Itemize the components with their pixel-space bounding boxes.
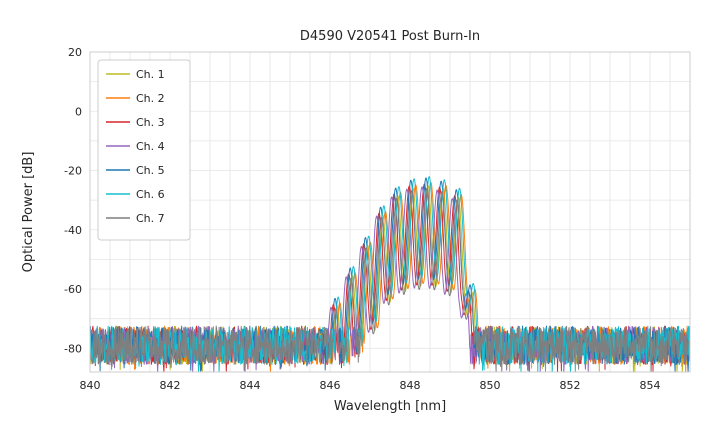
legend-label: Ch. 1 (136, 68, 165, 81)
x-tick-label: 846 (320, 379, 341, 392)
legend-label: Ch. 4 (136, 140, 165, 153)
x-tick-label: 842 (160, 379, 181, 392)
y-tick-label: -20 (64, 165, 82, 178)
x-tick-label: 844 (240, 379, 261, 392)
y-tick-labels: 20 0 -20 -40 -60 -80 (64, 46, 82, 355)
y-tick-label: 0 (75, 105, 82, 118)
x-tick-label: 848 (400, 379, 421, 392)
legend: Ch. 1 Ch. 2 Ch. 3 Ch. 4 Ch. 5 Ch. 6 Ch. 7 (97, 59, 191, 241)
series-line-ch-7 (89, 187, 691, 373)
x-axis-label: Wavelength [nm] (334, 399, 446, 414)
x-tick-labels: 840 842 844 846 848 850 852 854 (80, 379, 661, 392)
y-tick-label: -80 (64, 342, 82, 355)
x-tick-label: 840 (80, 379, 101, 392)
legend-label: Ch. 6 (136, 188, 165, 201)
legend-box (97, 59, 191, 241)
x-tick-label: 850 (480, 379, 501, 392)
legend-label: Ch. 5 (136, 164, 165, 177)
axes-spines (89, 51, 691, 373)
x-tick-label: 854 (640, 379, 661, 392)
x-tick-label: 852 (560, 379, 581, 392)
legend-label: Ch. 2 (136, 92, 165, 105)
legend-label: Ch. 7 (136, 212, 165, 225)
y-tick-label: -40 (64, 224, 82, 237)
y-tick-label: 20 (68, 46, 82, 59)
legend-label: Ch. 3 (136, 116, 165, 129)
chart-title: D4590 V20541 Post Burn-In (300, 29, 480, 44)
y-axis-label: Optical Power [dB] (21, 152, 36, 273)
y-tick-label: -60 (64, 283, 82, 296)
series-lines (89, 176, 691, 373)
